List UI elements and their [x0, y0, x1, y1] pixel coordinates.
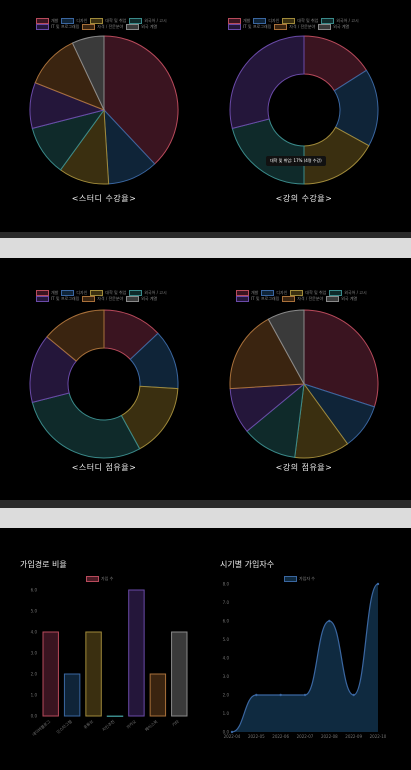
pie-lecture-share [229, 309, 379, 459]
bar[interactable] [128, 589, 145, 717]
legend-item[interactable]: 외국 계열 [126, 24, 157, 30]
legend-item[interactable]: 자격 / 전문분야 [82, 24, 123, 30]
pie-slice[interactable] [31, 392, 141, 459]
data-point[interactable] [352, 693, 355, 697]
pie-lecture-enroll [229, 35, 379, 185]
data-point[interactable] [279, 693, 282, 697]
bar[interactable] [106, 715, 124, 717]
panel-enroll: 개발 디자인 대학 및 취업 외국어 / 고시IT 및 프로그래밍 자격 / 전문분야 외… [0, 0, 411, 232]
y-tick-label: 3.0 [223, 674, 230, 679]
area-fill [232, 584, 378, 732]
legend-item[interactable]: 외국 계열 [126, 296, 157, 302]
pie-slice[interactable] [303, 309, 379, 408]
y-tick-label: 3.0 [31, 651, 38, 656]
divider [0, 500, 411, 508]
x-tick-label: 2022-06 [272, 734, 289, 739]
data-point[interactable] [255, 693, 258, 697]
x-tick-label: 카카오 [125, 718, 138, 730]
bar-chart-signup: 0.0 1.0 2.0 3.0 4.0 5.0 6.0 네이버블로그 인스타그램 유튜브 지인추천 카… [31, 588, 188, 737]
y-tick-label: 1.0 [31, 693, 38, 698]
x-tick-label: 인스타그램 [55, 718, 73, 735]
legend-item[interactable]: IT 및 프로그래밍 [36, 24, 79, 30]
legend-lecture-share: 개발 디자인 대학 및 취업 외국어 / 고시IT 및 프로그래밍 자격 / 전문분야 외… [236, 290, 376, 302]
y-tick-label: 2.0 [31, 672, 38, 677]
legend-item[interactable]: 외국 계열 [318, 24, 349, 30]
legend-item[interactable]: IT 및 프로그래밍 [236, 296, 279, 302]
y-tick-label: 6.0 [223, 619, 230, 624]
signup-title: 가입경로 비율 [20, 560, 67, 569]
legend-lecture-enroll: 개발 디자인 대학 및 취업 외국어 / 고시IT 및 프로그래밍 자격 / 전문분야 외… [228, 18, 368, 30]
divider [0, 238, 411, 258]
x-tick-label: 2022-07 [297, 734, 314, 739]
y-tick-label: 4.0 [31, 630, 38, 635]
x-tick-label: 페이스북 [143, 718, 158, 732]
y-tick-label: 5.0 [31, 609, 38, 614]
pie-slice[interactable] [267, 309, 305, 385]
legend-study-share: 개발 디자인 대학 및 취업 외국어 / 고시IT 및 프로그래밍 자격 / 전문분야 외… [36, 290, 176, 302]
pie-slice[interactable] [71, 35, 105, 111]
panel-share: 개발 디자인 대학 및 취업 외국어 / 고시IT 및 프로그래밍 자격 / 전문분야 외… [0, 258, 411, 500]
x-tick-label: 유튜브 [83, 719, 95, 730]
x-tick-label: 2022-05 [248, 734, 265, 739]
y-tick-label: 0.0 [223, 730, 230, 735]
pie-slice[interactable] [229, 35, 305, 130]
tooltip-lecture-enroll: 대학 및 취업: 17% (4명 수강) [266, 156, 326, 166]
pie-study-share [29, 309, 179, 459]
pie-slice[interactable] [46, 309, 105, 362]
y-tick-label: 6.0 [31, 588, 38, 593]
x-tick-label: 2022-04 [224, 734, 241, 739]
pie-study-enroll [29, 35, 179, 185]
x-tick-label: 2022-08 [321, 734, 338, 739]
y-tick-label: 2.0 [223, 693, 230, 698]
legend-study-enroll: 개발 디자인 대학 및 취업 외국어 / 고시IT 및 프로그래밍 자격 / 전문분야 외… [36, 18, 176, 30]
period-title: 시기별 가입자수 [220, 560, 275, 569]
x-tick-label: 네이버블로그 [31, 718, 52, 737]
area-chart-period: 0.0 1.0 2.0 3.0 4.0 5.0 6.0 7.0 8.0 2022-04 2022-0… [223, 582, 387, 740]
panel-signup: 가입경로 비율 가입 수 0.0 1.0 2.0 3.0 4.0 5.0 6.0 네이버블로그… [0, 528, 411, 764]
x-tick-label: 2022-10 [370, 734, 387, 739]
y-tick-label: 4.0 [223, 656, 230, 661]
area-line [231, 583, 379, 733]
legend-period: 가입자 수 [284, 576, 318, 582]
legend-item[interactable]: 자격 / 전문분야 [274, 24, 315, 30]
x-tick-label: 지인추천 [100, 718, 115, 732]
caption-study-share: <스터디 점유율> [71, 463, 137, 472]
y-tick-label: 5.0 [223, 637, 230, 642]
legend-item[interactable]: 자격 / 전문분야 [82, 296, 123, 302]
legend-item[interactable]: IT 및 프로그래밍 [36, 296, 79, 302]
y-tick-label: 8.0 [223, 582, 230, 587]
x-tick-label: 기타 [170, 718, 180, 728]
pie-slice[interactable] [229, 318, 305, 390]
data-point[interactable] [303, 693, 307, 697]
data-point[interactable] [376, 582, 380, 586]
legend-item[interactable]: IT 및 프로그래밍 [228, 24, 271, 30]
legend-signup: 가입 수 [86, 576, 116, 582]
bar[interactable] [63, 673, 81, 717]
bar[interactable] [85, 631, 102, 717]
pie-slice[interactable] [231, 118, 305, 185]
y-tick-label: 0.0 [31, 714, 38, 719]
y-tick-label: 1.0 [223, 711, 230, 716]
bar[interactable] [171, 631, 188, 717]
divider [0, 232, 411, 238]
x-tick-label: 2022-09 [345, 734, 362, 739]
caption-lecture-share: <강의 점유율> [275, 463, 333, 472]
legend-item[interactable]: 외국 계열 [326, 296, 357, 302]
caption-study-enroll: <스터디 수강율> [71, 194, 137, 203]
caption-lecture-enroll: <강의 수강율> [275, 194, 333, 203]
bar[interactable] [42, 631, 59, 717]
legend-item[interactable]: 자격 / 전문분야 [282, 296, 323, 302]
y-tick-label: 7.0 [223, 600, 230, 605]
pie-slice[interactable] [103, 35, 179, 165]
divider [0, 508, 411, 528]
data-point[interactable] [230, 730, 234, 734]
bar[interactable] [149, 673, 167, 717]
data-point[interactable] [328, 619, 331, 623]
